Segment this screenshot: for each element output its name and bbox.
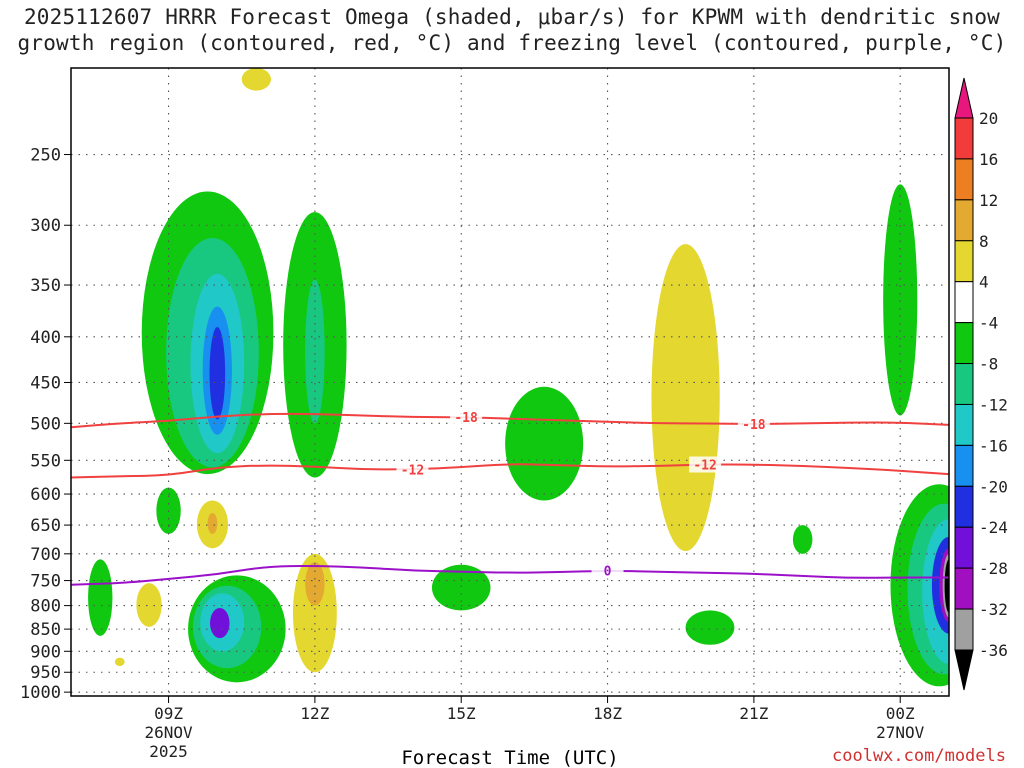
x-tick-label: 18Z (593, 704, 622, 723)
contour-line-2 (71, 565, 949, 586)
y-tick-label: 400 (30, 328, 61, 348)
x-tick-label: 15Z (447, 704, 476, 723)
contour-label-bg (591, 562, 624, 579)
y-tick-label: 250 (30, 146, 61, 166)
y-tick-label: 950 (30, 663, 61, 683)
chart-title-line-1: 2025112607 HRRR Forecast Omega (shaded, … (23, 5, 1001, 29)
colorbar-bin (954, 608, 974, 651)
omega-shading-layer (88, 68, 949, 687)
y-tick-label: 350 (30, 276, 61, 296)
colorbar-bin (954, 363, 974, 405)
colorbar-level-label: -12 (979, 395, 1008, 414)
colorbar-bin (954, 403, 974, 446)
colorbar-level-label: 4 (979, 273, 989, 292)
colorbar-bin (954, 322, 974, 365)
omega-region-32 (944, 559, 949, 613)
colorbar-bin (954, 199, 974, 242)
chart-title-line-2: growth region (contoured, red, °C) and f… (17, 31, 1007, 55)
contour-label: -12 (401, 463, 424, 478)
omega-region-3 (292, 553, 337, 673)
contour-line-0 (71, 412, 949, 429)
y-tick-label: 450 (30, 373, 61, 393)
colorbar-bin (954, 117, 974, 160)
contour-label: -12 (693, 459, 716, 474)
omega-region-12 (209, 326, 226, 420)
contour-line-1 (71, 463, 949, 479)
y-tick-label: 600 (30, 485, 61, 505)
contour-label-bg (737, 416, 770, 433)
omega-region-20 (210, 608, 230, 639)
colorbar-legend: 20 16 12 8 4 -4 -8 -12 -16 -20 -24 -28 -32 -36 (954, 77, 1008, 691)
temperature-contours-layer: -18 -18 -12 -12 0 (71, 409, 949, 586)
x-tick-label: 12Z (300, 704, 329, 723)
colorbar-level-label: -36 (979, 641, 1008, 660)
y-tick-label: 850 (30, 620, 61, 640)
colorbar-level-label: 16 (979, 150, 998, 169)
colorbar-level-label: -20 (979, 477, 1008, 496)
omega-region-14 (305, 279, 325, 424)
omega-region-2 (207, 512, 218, 534)
x-axis-label: Forecast Time (UTC) (401, 747, 618, 768)
colorbar-level-label: -8 (979, 355, 998, 374)
omega-region-25 (883, 184, 918, 416)
y-tick-label: 1000 (20, 683, 61, 703)
pressure-axis: 2503003504004505005506006507007508008509… (20, 146, 71, 703)
y-tick-label: 500 (30, 414, 61, 434)
x-tick-label: 00Z (886, 704, 915, 723)
colorbar-bin (954, 485, 974, 528)
y-tick-label: 800 (30, 597, 61, 617)
y-tick-label: 750 (30, 572, 61, 592)
colorbar-bin (954, 444, 974, 487)
omega-region-24 (792, 525, 813, 554)
omega-region-6 (241, 68, 271, 91)
x-tick-label: 09Z (154, 704, 183, 723)
y-tick-label: 700 (30, 545, 61, 565)
chart-title: 2025112607 HRRR Forecast Omega (shaded, … (0, 4, 1024, 56)
colorbar-level-label: -28 (979, 559, 1008, 578)
colorbar-level-label: 20 (979, 109, 998, 128)
contour-label-bg (396, 461, 429, 478)
colorbar-bin (954, 240, 974, 283)
colorbar-bottom-arrow (954, 649, 974, 691)
colorbar-level-label: 12 (979, 191, 998, 210)
y-tick-label: 900 (30, 642, 61, 662)
x-tick-label: 2025 (149, 742, 188, 761)
colorbar-level-label: -32 (979, 600, 1008, 619)
omega-region-5 (651, 244, 720, 552)
colorbar-bin (954, 281, 974, 324)
x-tick-label: 27NOV (876, 723, 925, 742)
colorbar-bin (954, 567, 974, 610)
contour-label: -18 (742, 418, 766, 433)
colorbar-bin (954, 158, 974, 201)
omega-region-7 (114, 657, 125, 667)
colorbar-level-label: -16 (979, 436, 1008, 455)
contour-label-bg (689, 456, 722, 473)
y-tick-label: 300 (30, 216, 61, 236)
contour-label: -18 (454, 411, 478, 426)
x-tick-label: 26NOV (144, 723, 193, 742)
y-tick-label: 650 (30, 516, 61, 536)
y-tick-label: 550 (30, 451, 61, 471)
contour-label: 0 (604, 565, 612, 580)
omega-region-21 (505, 386, 584, 501)
x-tick-label: 21Z (739, 704, 768, 723)
colorbar-level-label: 8 (979, 232, 989, 251)
omega-region-0 (136, 583, 162, 627)
colorbar-level-label: -4 (979, 314, 998, 333)
contour-label-bg (450, 409, 483, 426)
omega-region-23 (685, 610, 735, 645)
colorbar-top-arrow (954, 77, 974, 119)
omega-region-4 (305, 562, 325, 606)
colorbar-bin (954, 526, 974, 569)
colorbar-level-label: -24 (979, 518, 1008, 537)
site-credit[interactable]: coolwx.com/models (832, 746, 1006, 766)
omega-region-16 (88, 559, 113, 636)
omega-region-22 (431, 564, 491, 611)
